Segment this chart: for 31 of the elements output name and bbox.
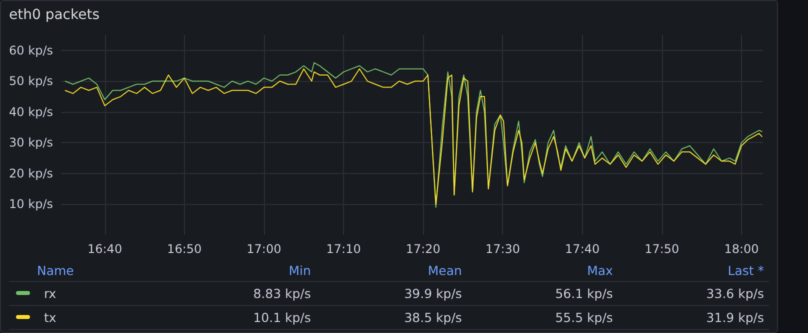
text: Min bbox=[164, 260, 316, 282]
text: 38.5 kp/s bbox=[316, 306, 467, 330]
y-tick-label: 20 kp/s bbox=[9, 166, 53, 180]
text: 55.5 kp/s bbox=[466, 306, 618, 330]
x-tick-label: 17:30 bbox=[485, 242, 520, 256]
text: Name bbox=[9, 260, 165, 282]
x-tick-label: 17:50 bbox=[644, 242, 680, 256]
text: 31.9 kp/s bbox=[618, 306, 769, 330]
text: Max bbox=[466, 260, 618, 282]
text: 39.9 kp/s bbox=[316, 282, 467, 306]
y-tick-label: 60 kp/s bbox=[9, 43, 53, 58]
x-tick-label: 16:40 bbox=[87, 242, 122, 256]
x-tick-label: 16:50 bbox=[167, 242, 202, 256]
x-tick-label: 17:20 bbox=[406, 242, 440, 256]
x-tick-label: 17:40 bbox=[565, 242, 600, 256]
y-tick-label: 30 kp/s bbox=[9, 136, 53, 150]
x-tick-label: 17:10 bbox=[326, 242, 361, 256]
y-tick-label: 50 kp/s bbox=[9, 74, 53, 88]
y-tick-label: 10 kp/s bbox=[9, 197, 53, 212]
text: 10.1 kp/s bbox=[164, 306, 316, 330]
legend-label: rx bbox=[9, 282, 165, 306]
text: Last * bbox=[618, 260, 769, 282]
x-tick-label: 18:00 bbox=[724, 242, 759, 256]
text: 56.1 kp/s bbox=[466, 282, 618, 306]
chart-title: eth0 packets bbox=[9, 7, 100, 23]
x-tick-label: 17:00 bbox=[246, 242, 282, 256]
text: Mean bbox=[316, 260, 467, 282]
y-tick-label: 40 kp/s bbox=[9, 104, 53, 119]
legend-label: tx bbox=[9, 306, 165, 330]
text: 8.83 kp/s bbox=[164, 282, 316, 306]
text: 33.6 kp/s bbox=[618, 282, 769, 306]
